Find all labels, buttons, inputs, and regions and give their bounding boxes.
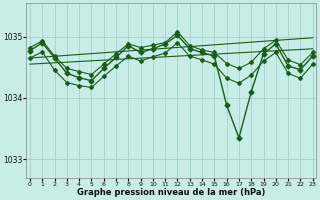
X-axis label: Graphe pression niveau de la mer (hPa): Graphe pression niveau de la mer (hPa) [77, 188, 266, 197]
